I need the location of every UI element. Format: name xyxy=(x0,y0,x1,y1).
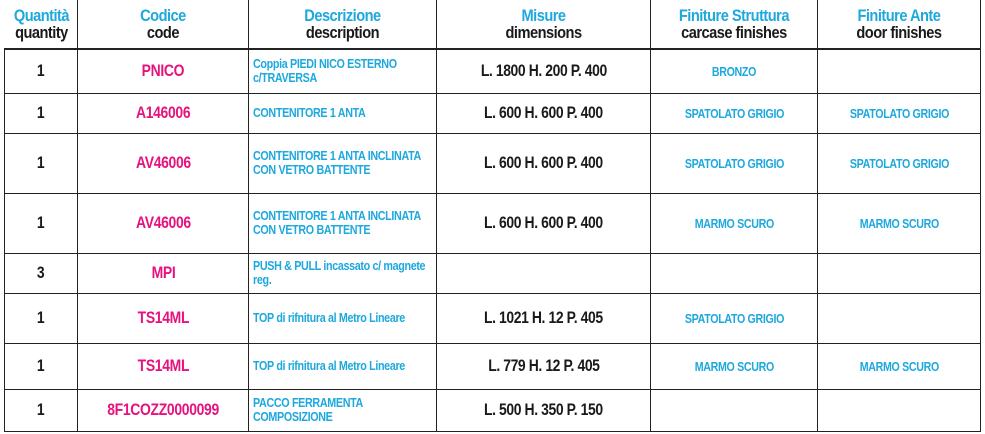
door-finish-cell xyxy=(817,292,981,344)
dimensions-cell: L. 1021 H. 12 P. 405 xyxy=(436,292,652,344)
header-label-it: Finiture Struttura xyxy=(679,5,790,25)
dimensions-cell: L. 600 H. 600 P. 400 xyxy=(436,92,652,134)
header-carcase-finishes: Finiture Struttura carcase finishes xyxy=(650,0,819,49)
description-cell: CONTENITORE 1 ANTA xyxy=(248,92,438,134)
code-cell: MPI xyxy=(77,252,250,294)
code-cell: TS14ML xyxy=(77,342,250,390)
code-cell: AV46006 xyxy=(77,192,250,254)
header-quantity: Quantità quantity xyxy=(4,0,79,49)
door-finish-cell: MARMO SCURO xyxy=(817,192,981,254)
table-row: 1 TS14ML TOP di rifnitura al Metro Linea… xyxy=(3,342,981,390)
carcase-finish-cell xyxy=(650,388,819,432)
description-cell: TOP di rifnitura al Metro Lineare xyxy=(248,342,438,390)
carcase-finish-cell: BRONZO xyxy=(650,48,819,94)
code-cell: PNICO xyxy=(77,48,250,94)
carcase-finish-cell: SPATOLATO GRIGIO xyxy=(650,132,819,194)
description-cell: PACCO FERRAMENTA COMPOSIZIONE xyxy=(248,388,438,432)
carcase-finish-cell: SPATOLATO GRIGIO xyxy=(650,292,819,344)
door-finish-cell: SPATOLATO GRIGIO xyxy=(817,132,981,194)
carcase-finish-cell: MARMO SCURO xyxy=(650,192,819,254)
quantity-cell: 1 xyxy=(3,342,79,390)
quantity-cell: 3 xyxy=(3,252,79,294)
table-body: 1 PNICO Coppia PIEDI NICO ESTERNO c/TRAV… xyxy=(3,48,981,432)
carcase-finish-cell: SPATOLATO GRIGIO xyxy=(650,92,819,134)
carcase-finish-cell xyxy=(650,252,819,294)
quantity-cell: 1 xyxy=(3,192,79,254)
header-door-finishes: Finiture Ante door finishes xyxy=(817,0,981,49)
header-label-en: quantity xyxy=(14,22,68,42)
code-cell: TS14ML xyxy=(77,292,250,344)
quantity-cell: 1 xyxy=(3,48,79,94)
code-cell: A146006 xyxy=(77,92,250,134)
door-finish-cell xyxy=(817,48,981,94)
header-label-it: Descrizione xyxy=(304,5,382,25)
code-cell: AV46006 xyxy=(77,132,250,194)
table-row: 1 TS14ML TOP di rifnitura al Metro Linea… xyxy=(3,292,981,344)
table-header: Quantità quantity Codice code Descrizion… xyxy=(4,0,981,49)
code-cell: 8F1COZZ0000099 xyxy=(77,388,250,432)
header-label-en: description xyxy=(306,22,380,42)
table-row: 1 AV46006 CONTENITORE 1 ANTA INCLINATA C… xyxy=(3,192,981,254)
header-label-it: Codice xyxy=(140,5,187,25)
description-cell: CONTENITORE 1 ANTA INCLINATA CON VETRO B… xyxy=(248,132,438,194)
header-dimensions: Misure dimensions xyxy=(436,0,652,49)
quantity-cell: 1 xyxy=(3,388,79,432)
quantity-cell: 1 xyxy=(3,92,79,134)
table-row: 1 AV46006 CONTENITORE 1 ANTA INCLINATA C… xyxy=(3,132,981,194)
dimensions-cell xyxy=(436,252,652,294)
description-cell: CONTENITORE 1 ANTA INCLINATA CON VETRO B… xyxy=(248,192,438,254)
door-finish-cell xyxy=(817,388,981,432)
dimensions-cell: L. 600 H. 600 P. 400 xyxy=(436,192,652,254)
description-cell: TOP di rifnitura al Metro Lineare xyxy=(248,292,438,344)
dimensions-cell: L. 500 H. 350 P. 150 xyxy=(436,388,652,432)
door-finish-cell: MARMO SCURO xyxy=(817,342,981,390)
dimensions-cell: L. 600 H. 600 P. 400 xyxy=(436,132,652,194)
header-code: Codice code xyxy=(77,0,250,49)
description-cell: Coppia PIEDI NICO ESTERNO c/TRAVERSA xyxy=(248,48,438,94)
table-row: 1 8F1COZZ0000099 PACCO FERRAMENTA COMPOS… xyxy=(3,388,981,432)
door-finish-cell xyxy=(817,252,981,294)
dimensions-cell: L. 1800 H. 200 P. 400 xyxy=(436,48,652,94)
header-label-it: Misure xyxy=(521,5,567,25)
header-label-en: door finishes xyxy=(856,22,943,42)
header-label-it: Quantità xyxy=(13,5,69,25)
header-label-it: Finiture Ante xyxy=(857,5,941,25)
dimensions-cell: L. 779 H. 12 P. 405 xyxy=(436,342,652,390)
header-description: Descrizione description xyxy=(248,0,438,49)
quantity-cell: 1 xyxy=(3,292,79,344)
description-cell: PUSH & PULL incassato c/ magnete reg. xyxy=(248,252,438,294)
door-finish-cell: SPATOLATO GRIGIO xyxy=(817,92,981,134)
order-table: Quantità quantity Codice code Descrizion… xyxy=(3,0,981,432)
table-row: 1 PNICO Coppia PIEDI NICO ESTERNO c/TRAV… xyxy=(3,48,981,94)
table-row: 3 MPI PUSH & PULL incassato c/ magnete r… xyxy=(3,252,981,294)
carcase-finish-cell: MARMO SCURO xyxy=(650,342,819,390)
header-label-en: dimensions xyxy=(505,22,583,42)
quantity-cell: 1 xyxy=(3,132,79,194)
table-row: 1 A146006 CONTENITORE 1 ANTA L. 600 H. 6… xyxy=(3,92,981,134)
header-label-en: code xyxy=(147,22,180,42)
header-label-en: carcase finishes xyxy=(681,22,787,42)
